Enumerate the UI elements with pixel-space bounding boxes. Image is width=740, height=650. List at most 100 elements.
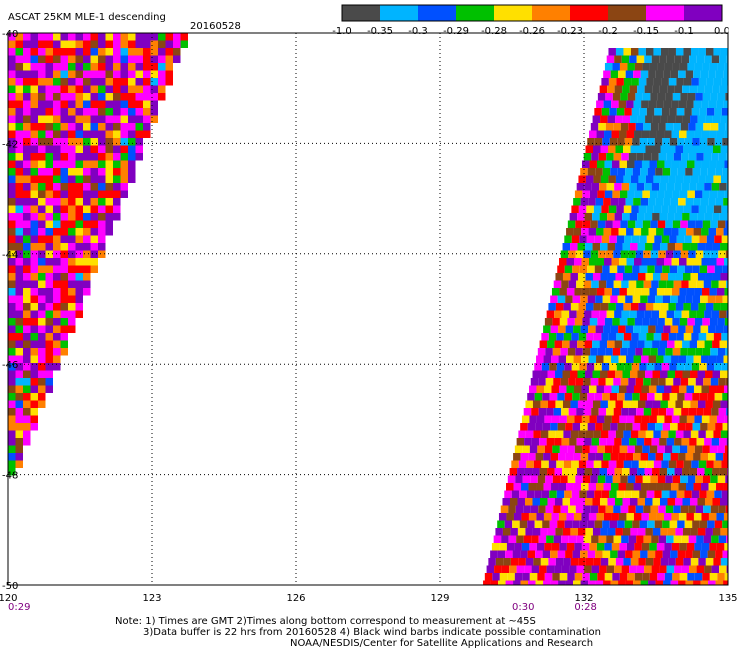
data-cell bbox=[546, 310, 555, 318]
data-cell bbox=[120, 130, 128, 138]
data-cell bbox=[8, 280, 16, 288]
data-cell bbox=[574, 318, 583, 326]
data-cell bbox=[490, 580, 499, 588]
data-cell bbox=[596, 130, 605, 138]
data-cell bbox=[675, 558, 684, 566]
data-cell bbox=[603, 198, 611, 206]
data-cell bbox=[68, 310, 76, 318]
data-cell bbox=[60, 93, 68, 101]
data-cell bbox=[588, 483, 597, 491]
data-cell bbox=[625, 198, 634, 206]
data-cell bbox=[561, 535, 569, 543]
data-cell bbox=[8, 243, 16, 251]
data-cell bbox=[695, 348, 703, 356]
data-cell bbox=[15, 280, 23, 288]
data-cell bbox=[540, 400, 548, 408]
data-cell bbox=[113, 100, 121, 108]
data-cell bbox=[98, 213, 106, 221]
data-cell bbox=[497, 520, 505, 528]
data-cell bbox=[510, 528, 518, 536]
data-cell bbox=[650, 348, 658, 356]
data-cell bbox=[635, 93, 643, 101]
data-cell bbox=[600, 175, 609, 183]
data-cell bbox=[670, 550, 678, 558]
data-cell bbox=[83, 228, 91, 236]
data-cell bbox=[30, 130, 38, 138]
longitude-tick: 126 bbox=[286, 593, 305, 604]
data-cell bbox=[700, 580, 709, 588]
data-cell bbox=[622, 400, 631, 408]
data-cell bbox=[617, 520, 625, 528]
data-cell bbox=[546, 408, 554, 416]
data-cell bbox=[634, 445, 643, 453]
data-cell bbox=[697, 370, 706, 378]
data-cell bbox=[587, 393, 595, 401]
data-cell bbox=[98, 78, 106, 86]
data-cell bbox=[623, 145, 631, 153]
data-cell bbox=[615, 370, 623, 378]
data-cell bbox=[696, 280, 704, 288]
data-cell bbox=[38, 33, 46, 41]
data-cell bbox=[703, 505, 711, 513]
data-cell bbox=[38, 100, 46, 108]
data-cell bbox=[15, 295, 23, 303]
data-cell bbox=[644, 55, 652, 63]
data-cell bbox=[625, 550, 633, 558]
data-cell bbox=[558, 580, 566, 588]
data-cell bbox=[552, 475, 561, 483]
data-cell bbox=[719, 213, 728, 221]
data-cell bbox=[633, 100, 642, 108]
data-cell bbox=[569, 565, 577, 573]
data-cell bbox=[8, 190, 16, 198]
data-cell bbox=[694, 573, 703, 581]
data-cell bbox=[627, 63, 635, 71]
data-cell bbox=[23, 400, 31, 408]
data-cell bbox=[680, 348, 688, 356]
data-cell bbox=[53, 63, 61, 71]
data-cell bbox=[629, 85, 638, 93]
data-cell bbox=[637, 498, 645, 506]
data-cell bbox=[568, 535, 577, 543]
data-cell bbox=[567, 318, 575, 326]
data-cell bbox=[532, 468, 540, 476]
data-cell bbox=[30, 400, 38, 408]
data-cell bbox=[578, 460, 587, 468]
data-cell bbox=[551, 415, 560, 423]
data-cell bbox=[720, 558, 729, 566]
data-cell bbox=[516, 438, 525, 446]
data-cell bbox=[654, 235, 662, 243]
data-cell bbox=[8, 355, 16, 363]
data-cell bbox=[541, 333, 549, 341]
data-cell bbox=[647, 138, 655, 146]
data-cell bbox=[90, 205, 98, 213]
data-cell bbox=[68, 325, 76, 333]
data-cell bbox=[656, 385, 664, 393]
data-cell bbox=[716, 483, 724, 491]
data-cell bbox=[562, 243, 571, 251]
data-cell bbox=[637, 400, 646, 408]
data-cell bbox=[688, 123, 696, 131]
data-cell bbox=[689, 213, 698, 221]
data-cell bbox=[550, 423, 558, 431]
data-cell bbox=[75, 93, 83, 101]
data-cell bbox=[135, 78, 143, 86]
data-cell bbox=[719, 310, 727, 318]
data-cell bbox=[643, 250, 651, 258]
data-cell bbox=[667, 370, 676, 378]
data-cell bbox=[694, 318, 703, 326]
data-cell bbox=[38, 265, 46, 273]
data-cell bbox=[720, 303, 729, 311]
note-line-2: 3)Data buffer is 22 hrs from 20160528 4)… bbox=[143, 627, 601, 638]
data-cell bbox=[643, 408, 652, 416]
data-cell bbox=[715, 325, 724, 333]
data-cell bbox=[68, 85, 76, 93]
data-cell bbox=[663, 355, 672, 363]
data-cell bbox=[135, 145, 143, 153]
data-cell bbox=[589, 543, 597, 551]
data-cell bbox=[560, 505, 569, 513]
data-cell bbox=[120, 190, 128, 198]
data-cell bbox=[638, 48, 646, 56]
data-cell bbox=[617, 423, 626, 431]
data-cell bbox=[53, 115, 61, 123]
data-cell bbox=[629, 468, 638, 476]
